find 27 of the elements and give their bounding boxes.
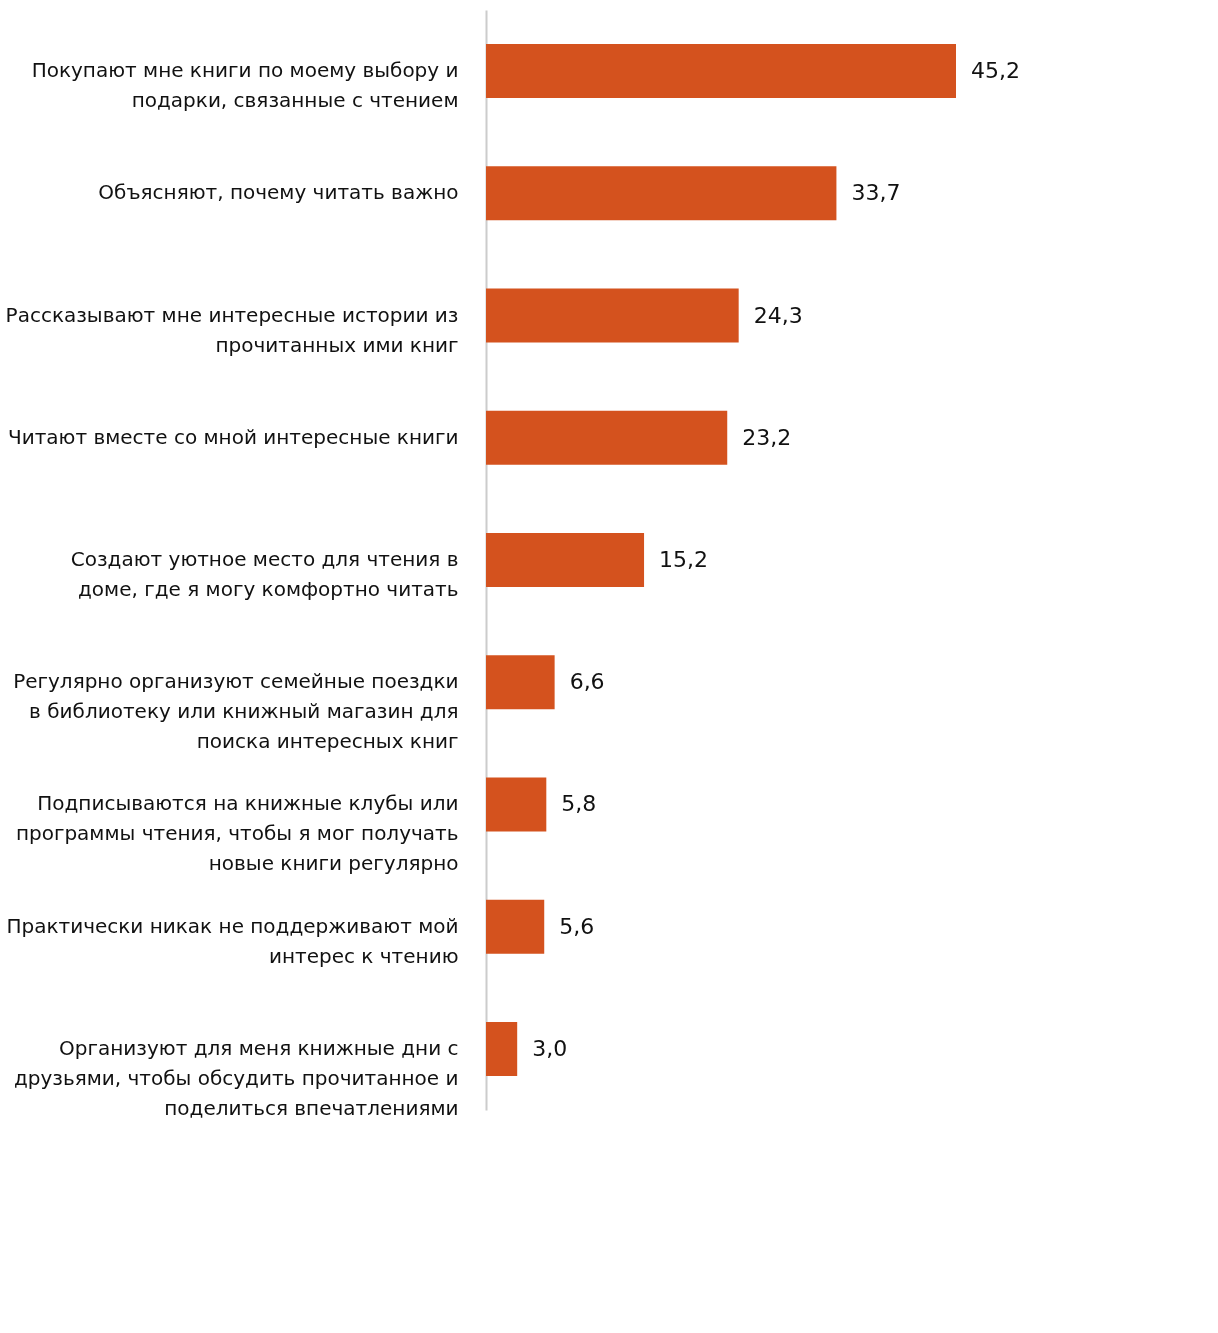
bar (486, 410, 728, 465)
data-label: 24,3 (753, 302, 803, 328)
bar (486, 1021, 518, 1076)
y-tick-label: Объясняют, почему читать важно (98, 180, 459, 205)
bar (486, 166, 837, 221)
y-tick-label: Организуют для меня книжные дни с друзьями, чтобы обсудить прочитанное и поделиться впечатлениями (13, 1035, 459, 1120)
data-label: 15,2 (659, 547, 709, 572)
data-label: 33,7 (851, 180, 901, 206)
y-tick-label: Рассказывают мне интересные истории из прочитанных ими книг (5, 302, 459, 357)
bar (486, 533, 645, 587)
bar (486, 288, 739, 343)
data-label: 23,2 (742, 424, 792, 450)
y-tick-label: Читают вместе со мной интересные книги (7, 424, 459, 449)
data-label: 45,2 (971, 58, 1020, 84)
y-tick-label: Создают уютное место для чтения в доме, где я могу комфортно читать (70, 547, 459, 601)
y-tick-label: Покупают мне книги по моему выбору и подарки, связанные с чтением (31, 58, 459, 113)
data-label: 5,8 (561, 791, 597, 817)
bar (486, 777, 547, 832)
y-tick-label: Подписываются на книжные клубы или программы чтения, чтобы я мог получать новые книги регулярно (15, 791, 459, 876)
data-label: 3,0 (532, 1035, 568, 1061)
y-tick-label: Практически никак не поддерживают мой интерес к чтению (6, 913, 459, 968)
y-tick-label: Регулярно организуют семейные поездки в библиотеку или книжный магазин для поиска интересных книг (13, 669, 459, 754)
data-label: 6,6 (569, 669, 605, 695)
data-label: 5,6 (559, 913, 595, 939)
bar (486, 44, 956, 99)
bar (486, 655, 555, 710)
bar (486, 899, 545, 954)
